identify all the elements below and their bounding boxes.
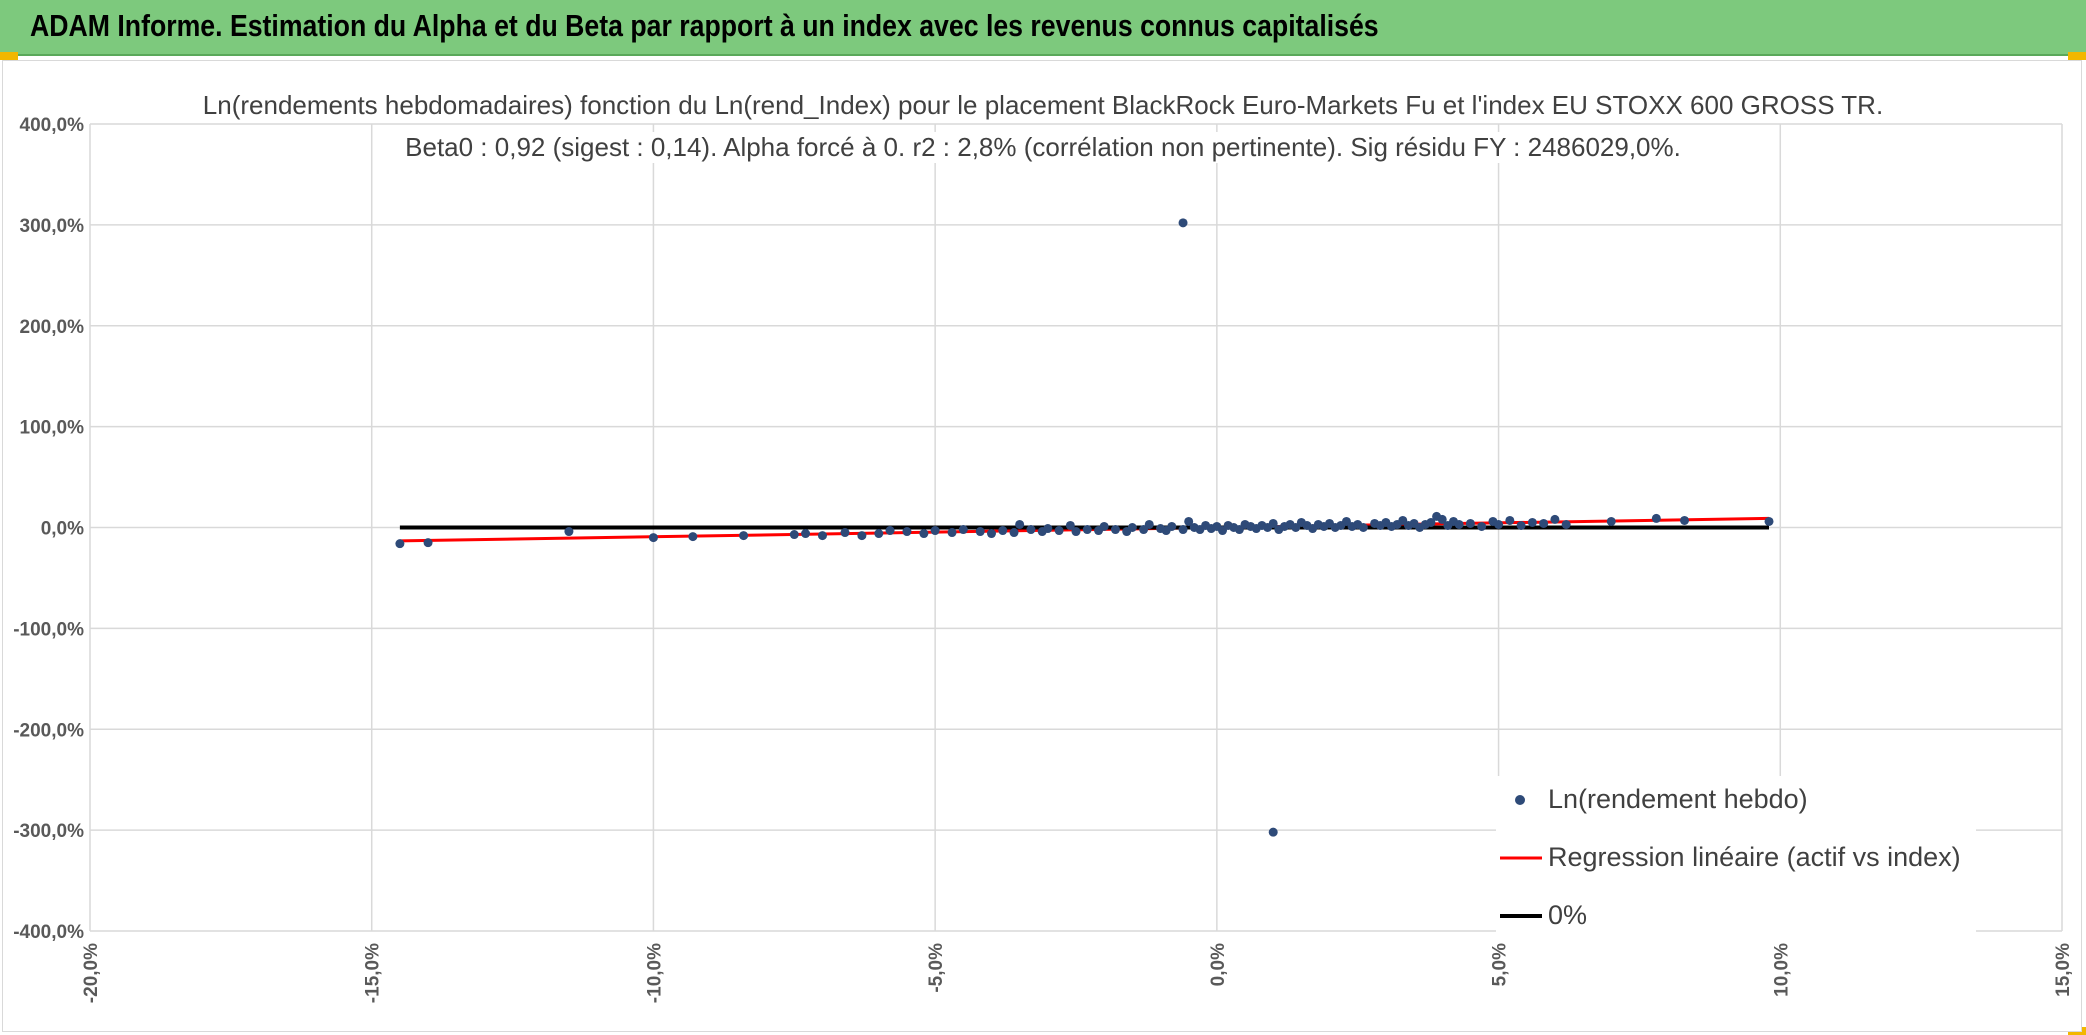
point-marker-icon — [1515, 795, 1525, 805]
data-point — [648, 533, 658, 543]
red-line-icon — [1500, 856, 1542, 860]
legend-label: Ln(rendement hebdo) — [1548, 784, 1808, 814]
x-tick-label: -10,0% — [644, 943, 665, 1003]
data-point — [1561, 519, 1571, 529]
data-point — [1437, 514, 1447, 524]
data-point — [975, 527, 985, 537]
data-point — [395, 539, 405, 549]
y-tick-label: 200,0% — [20, 317, 85, 338]
data-point — [688, 532, 698, 542]
data-point — [998, 526, 1008, 536]
header-bar: ADAM Informe. Estimation du Alpha et du … — [0, 0, 2086, 56]
data-point — [986, 529, 996, 539]
data-point — [902, 527, 912, 537]
legend-label: 0% — [1548, 900, 1588, 930]
corner-marker — [0, 52, 18, 60]
legend-label: Regression linéaire (actif vs index) — [1548, 842, 1961, 872]
data-point — [1009, 528, 1019, 538]
data-point — [1494, 519, 1504, 529]
x-tick-label: 10,0% — [1771, 943, 1792, 997]
data-point — [1268, 518, 1278, 528]
data-point — [1268, 827, 1278, 837]
black-line-icon — [1500, 914, 1542, 918]
data-point — [1764, 516, 1774, 526]
data-point — [1426, 517, 1436, 527]
data-point — [1606, 516, 1616, 526]
chart-title-line2: Beta0 : 0,92 (sigest : 0,14). Alpha forc… — [0, 132, 2086, 163]
x-tick-label: 15,0% — [2053, 943, 2074, 997]
data-point — [1144, 519, 1154, 529]
data-point — [1099, 521, 1109, 531]
data-point — [1454, 519, 1464, 529]
y-tick-label: 100,0% — [20, 418, 85, 439]
data-point — [1043, 524, 1053, 534]
data-point — [1550, 514, 1560, 524]
chart-legend: Ln(rendement hebdo) Regression linéaire … — [1496, 776, 1976, 942]
report-title: ADAM Informe. Estimation du Alpha et du … — [30, 8, 1379, 43]
data-point — [1026, 525, 1036, 535]
x-tick-label: 0,0% — [1208, 943, 1229, 986]
data-point — [1516, 520, 1526, 530]
y-tick-label: 0,0% — [41, 519, 84, 540]
data-point — [1539, 518, 1549, 528]
data-point — [1465, 518, 1475, 528]
data-point — [1082, 525, 1092, 535]
data-point — [1184, 516, 1194, 526]
x-tick-label: -20,0% — [81, 943, 102, 1003]
data-point — [564, 527, 574, 537]
data-point — [919, 529, 929, 539]
data-point — [1167, 521, 1177, 531]
y-tick-label: -100,0% — [13, 619, 84, 640]
y-tick-label: 300,0% — [20, 216, 85, 237]
data-point — [801, 529, 811, 539]
data-point — [1054, 526, 1064, 536]
x-tick-label: -15,0% — [363, 943, 384, 1003]
chart-title-line1: Ln(rendements hebdomadaires) fonction du… — [0, 90, 2086, 121]
x-tick-label: 5,0% — [1490, 943, 1511, 986]
data-point — [1071, 527, 1081, 537]
y-tick-label: -300,0% — [13, 821, 84, 842]
data-point — [1110, 525, 1120, 535]
data-point — [1651, 513, 1661, 523]
data-point — [885, 526, 895, 536]
data-point — [817, 531, 827, 541]
legend-item-zero: 0% — [1496, 896, 1976, 936]
data-point — [739, 531, 749, 541]
data-point — [789, 530, 799, 540]
data-point — [1680, 515, 1690, 525]
legend-item-regression: Regression linéaire (actif vs index) — [1496, 838, 1976, 878]
corner-marker — [2068, 52, 2086, 60]
legend-item-points: Ln(rendement hebdo) — [1496, 780, 1976, 820]
data-point — [958, 525, 968, 535]
data-point — [1178, 218, 1188, 228]
data-point — [930, 526, 940, 536]
data-point — [874, 529, 884, 539]
data-point — [840, 528, 850, 538]
x-tick-label: -5,0% — [926, 943, 947, 993]
data-point — [1127, 523, 1137, 532]
data-point — [857, 531, 867, 541]
y-tick-label: 400,0% — [20, 115, 85, 136]
data-point — [1358, 523, 1368, 532]
data-point — [423, 538, 433, 548]
data-point — [1178, 525, 1188, 535]
y-tick-label: -400,0% — [13, 922, 84, 943]
data-point — [947, 528, 957, 538]
data-point — [1015, 519, 1025, 529]
data-point — [1065, 520, 1075, 530]
y-tick-label: -200,0% — [13, 720, 84, 741]
data-point — [1505, 515, 1515, 525]
data-point — [1477, 521, 1487, 531]
data-point — [1527, 517, 1537, 527]
